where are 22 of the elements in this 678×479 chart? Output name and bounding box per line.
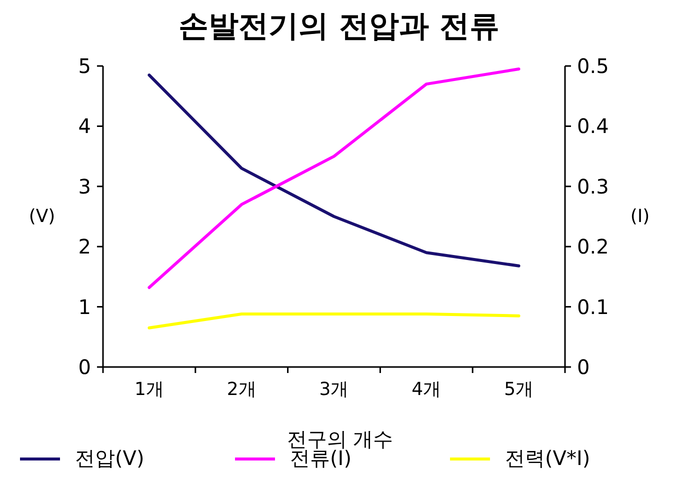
y2-tick-label: 0	[577, 355, 590, 379]
legend-label: 전압(V)	[75, 446, 144, 470]
y-tick-label: 0	[78, 355, 91, 379]
y2-tick-label: 0.4	[577, 114, 609, 138]
y2-tick-label: 0.5	[577, 54, 609, 78]
y2-tick-label: 0.3	[577, 174, 609, 198]
y-tick-label: 4	[78, 114, 91, 138]
y-tick-label: 5	[78, 54, 91, 78]
legend-label: 전력(V*I)	[505, 446, 590, 470]
x-tick-label: 4개	[412, 379, 442, 400]
chart-title: 손발전기의 전압과 전류	[178, 9, 500, 44]
y-tick-label: 2	[78, 234, 91, 259]
y-tick-label: 1	[78, 294, 91, 319]
x-tick-label: 1개	[134, 379, 164, 400]
y2-tick-label: 0.2	[577, 234, 609, 259]
x-tick-label: 3개	[319, 379, 349, 400]
y2-axis-title: (I)	[630, 206, 650, 227]
x-tick-label: 2개	[226, 379, 256, 400]
y-axis-title: (V)	[28, 206, 56, 227]
x-tick-label: 5개	[504, 379, 534, 400]
y-tick-label: 3	[78, 174, 91, 198]
y2-tick-label: 0.1	[577, 294, 609, 319]
